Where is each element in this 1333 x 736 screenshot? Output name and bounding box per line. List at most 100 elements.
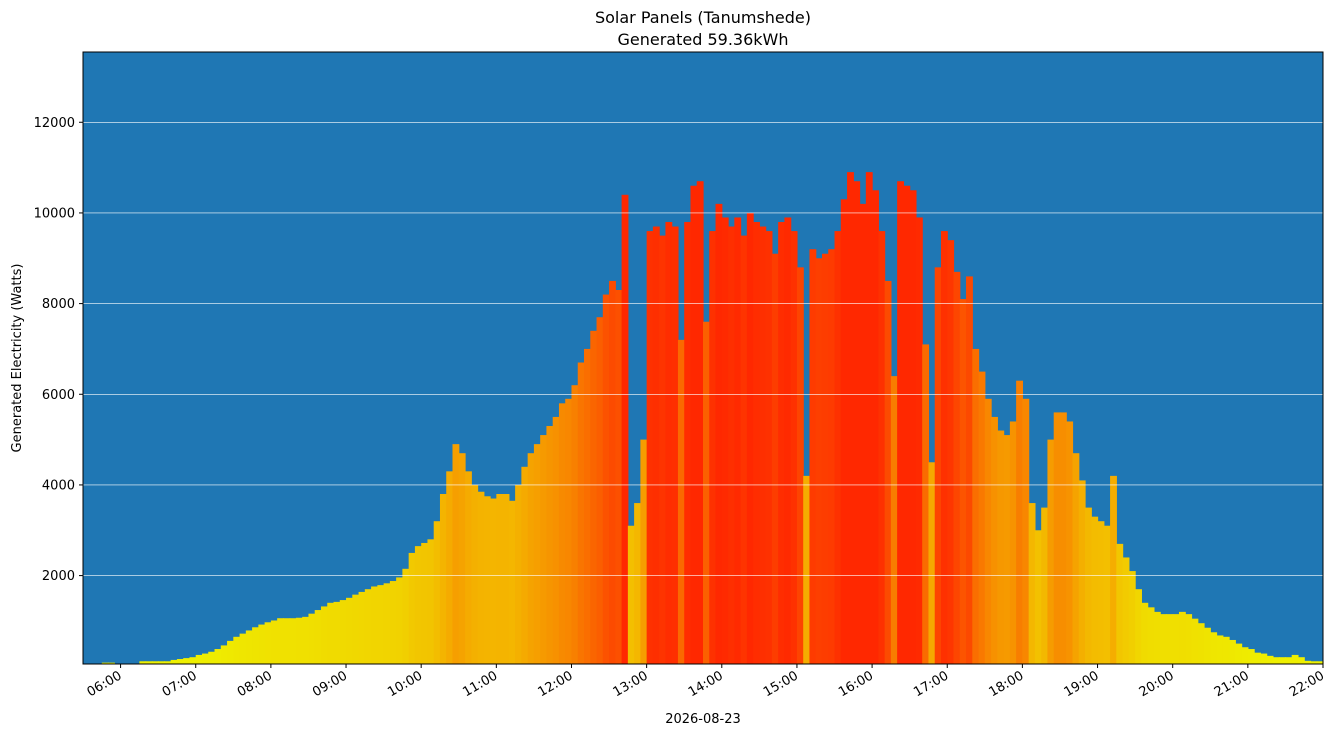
chart-title: Solar Panels (Tanumshede) bbox=[595, 8, 811, 27]
generation-bars bbox=[101, 172, 1324, 665]
generation-bar bbox=[565, 398, 573, 664]
generation-bar bbox=[270, 620, 278, 664]
generation-bar bbox=[721, 217, 729, 664]
x-tick-label: 11:00 bbox=[460, 668, 500, 700]
generation-bar bbox=[139, 661, 147, 664]
generation-bar bbox=[477, 491, 485, 664]
x-tick-label: 20:00 bbox=[1137, 668, 1177, 700]
generation-bar bbox=[164, 661, 172, 664]
generation-bar bbox=[771, 253, 779, 665]
generation-bar bbox=[358, 591, 366, 664]
generation-bar bbox=[108, 662, 115, 664]
generation-bar bbox=[734, 217, 742, 664]
generation-bar bbox=[314, 610, 322, 664]
generation-bar bbox=[1247, 649, 1255, 664]
x-tick-label: 15:00 bbox=[761, 668, 801, 700]
generation-bar bbox=[1147, 607, 1155, 664]
generation-bar bbox=[427, 539, 435, 664]
x-tick-label: 09:00 bbox=[310, 668, 350, 700]
x-tick-label: 21:00 bbox=[1212, 668, 1252, 700]
generation-bar bbox=[828, 249, 836, 664]
x-tick-label: 12:00 bbox=[536, 668, 576, 700]
y-axis-ticks: 2000 4000 6000 8000 10000 12000 bbox=[34, 116, 83, 584]
generation-bar bbox=[1172, 614, 1180, 664]
generation-bar bbox=[809, 249, 817, 664]
generation-bar bbox=[1222, 636, 1230, 664]
generation-bar bbox=[740, 235, 748, 664]
generation-bar bbox=[552, 416, 560, 664]
generation-bar bbox=[1291, 654, 1299, 664]
generation-bar bbox=[1279, 657, 1287, 664]
generation-bar bbox=[521, 466, 529, 664]
generation-bar bbox=[421, 542, 429, 664]
generation-bar bbox=[558, 403, 566, 664]
generation-bar bbox=[596, 317, 604, 664]
y-axis-label: Generated Electricity (Watts) bbox=[10, 264, 25, 453]
generation-bar bbox=[458, 453, 466, 664]
generation-bar bbox=[847, 172, 854, 664]
generation-bar bbox=[1210, 632, 1218, 664]
generation-bar bbox=[959, 299, 967, 664]
generation-bar bbox=[584, 348, 591, 664]
generation-bar bbox=[277, 618, 284, 664]
generation-bar bbox=[915, 217, 923, 664]
generation-bar bbox=[1153, 611, 1161, 664]
generation-bar bbox=[170, 659, 178, 664]
generation-bar bbox=[815, 258, 823, 664]
x-tick-label: 17:00 bbox=[911, 668, 951, 700]
generation-bar bbox=[878, 231, 886, 664]
generation-bar bbox=[533, 444, 541, 664]
generation-bar bbox=[703, 321, 710, 664]
generation-bar bbox=[1178, 611, 1186, 664]
generation-bar bbox=[671, 226, 679, 664]
x-tick-label: 06:00 bbox=[85, 668, 125, 700]
generation-bar bbox=[396, 577, 403, 664]
generation-bar bbox=[377, 585, 385, 664]
generation-bar bbox=[940, 231, 948, 664]
generation-bar bbox=[1241, 647, 1249, 664]
generation-bar bbox=[320, 606, 328, 664]
generation-bar bbox=[439, 494, 447, 664]
generation-bar bbox=[220, 645, 228, 664]
generation-bar bbox=[214, 649, 222, 664]
generation-bar bbox=[389, 581, 397, 664]
generation-bar bbox=[1103, 525, 1111, 664]
generation-bar bbox=[609, 280, 616, 664]
generation-bar bbox=[627, 525, 635, 664]
generation-bar bbox=[571, 385, 579, 664]
generation-bar bbox=[953, 271, 961, 664]
generation-bar bbox=[502, 494, 510, 664]
generation-bar bbox=[1009, 421, 1017, 664]
generation-bar bbox=[1122, 557, 1130, 664]
generation-bar bbox=[1316, 661, 1324, 664]
generation-bar bbox=[872, 190, 879, 664]
generation-bar bbox=[746, 212, 754, 664]
generation-bar bbox=[778, 222, 786, 664]
generation-bar bbox=[364, 589, 372, 664]
generation-bar bbox=[346, 597, 353, 664]
generation-bar bbox=[928, 462, 936, 664]
generation-bar bbox=[1185, 614, 1193, 664]
generation-bar bbox=[634, 503, 641, 664]
y-tick-label: 10000 bbox=[34, 206, 75, 221]
generation-bar bbox=[621, 194, 629, 665]
generation-bar bbox=[934, 267, 942, 664]
generation-bar bbox=[1229, 639, 1236, 664]
generation-bar bbox=[1072, 453, 1080, 664]
generation-bar bbox=[158, 661, 166, 664]
generation-bar bbox=[1235, 643, 1243, 664]
generation-bar bbox=[803, 475, 811, 664]
generation-bar bbox=[101, 662, 109, 664]
generation-bar bbox=[646, 231, 654, 664]
generation-bar bbox=[151, 661, 159, 664]
generation-bar bbox=[997, 430, 1005, 664]
generation-bar bbox=[947, 240, 955, 664]
x-tick-label: 19:00 bbox=[1062, 668, 1102, 700]
generation-bar bbox=[590, 330, 598, 664]
generation-bar bbox=[1078, 480, 1086, 664]
generation-bar bbox=[483, 496, 491, 664]
generation-bar bbox=[728, 226, 735, 664]
generation-bar bbox=[1141, 602, 1149, 664]
generation-bar bbox=[1091, 516, 1099, 664]
generation-bar bbox=[821, 253, 829, 665]
